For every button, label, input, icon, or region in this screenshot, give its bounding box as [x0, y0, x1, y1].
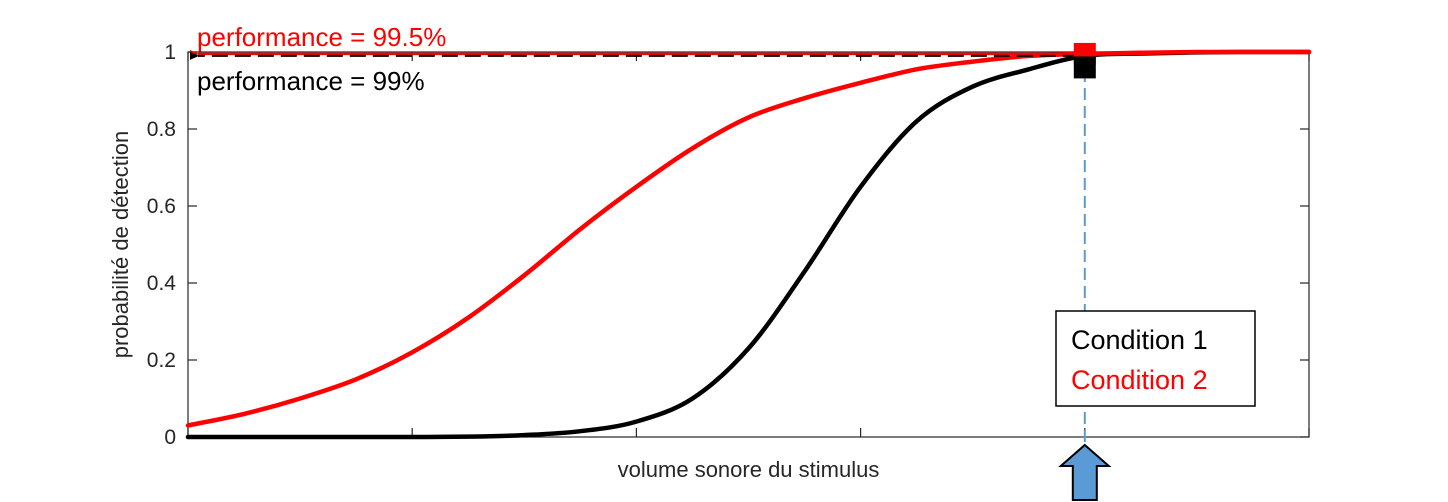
point-markers [1073, 42, 1096, 79]
plot-area: 0 0.2 0.4 0.6 0.8 1 [147, 41, 1312, 449]
y-tick-label: 0.2 [147, 349, 176, 372]
legend: Condition 1 Condition 2 [1055, 310, 1256, 407]
annotation-performance-condition-2: performance = 99.5% [197, 22, 446, 52]
y-tick-label: 0 [164, 426, 176, 449]
stimulus-level-arrow-icon [1058, 443, 1112, 501]
series-curves [185, 49, 1312, 440]
y-tick-label: 0.6 [147, 195, 176, 218]
legend-item-condition-1: Condition 1 [1071, 325, 1208, 355]
y-axis-label: probabilité de détection [108, 131, 133, 359]
y-tick-label: 1 [164, 41, 176, 64]
legend-box [1055, 310, 1256, 407]
marker-condition-1 [1073, 56, 1096, 79]
series-line-condition-2 [185, 49, 1312, 428]
x-axis-label: volume sonore du stimulus [618, 457, 880, 482]
annotation-performance-condition-1: performance = 99% [197, 66, 425, 96]
legend-item-condition-2: Condition 2 [1071, 365, 1208, 395]
y-tick-label: 0.8 [147, 118, 176, 141]
y-tick-label: 0.4 [147, 272, 177, 295]
